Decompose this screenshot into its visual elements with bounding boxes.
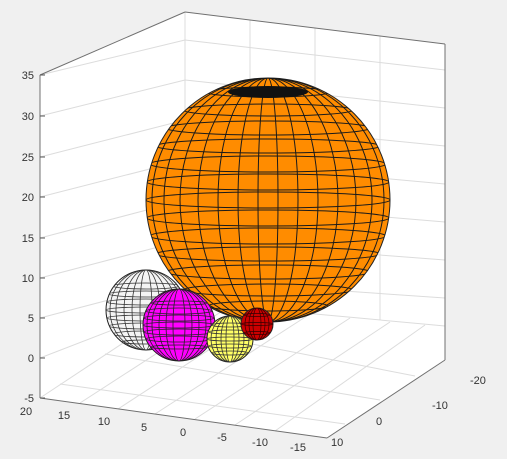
y-tick-label: 10 bbox=[331, 437, 343, 449]
z-tick-label: 5 bbox=[28, 313, 34, 325]
z-tick-label: 35 bbox=[22, 70, 34, 82]
axes-box bbox=[39, 11, 446, 439]
sphere-orange bbox=[145, 77, 391, 323]
z-tick-label: 0 bbox=[28, 353, 34, 365]
y-tick-label: 0 bbox=[376, 416, 382, 428]
x-axis-ticks: 20 15 10 5 0 -5 -10 -15 bbox=[20, 406, 306, 454]
z-tick-label: 30 bbox=[22, 111, 34, 123]
tick-marks bbox=[40, 74, 45, 399]
y-tick-label: -10 bbox=[432, 400, 448, 412]
x-tick-label: 10 bbox=[98, 416, 110, 428]
x-tick-label: -5 bbox=[217, 432, 227, 444]
y-axis-ticks: -20 -10 0 10 bbox=[331, 375, 486, 449]
z-tick-label: 15 bbox=[22, 233, 34, 245]
x-tick-label: 15 bbox=[58, 410, 70, 422]
sphere-red bbox=[240, 307, 274, 341]
x-tick-label: 20 bbox=[20, 406, 32, 418]
x-tick-label: 5 bbox=[141, 422, 147, 434]
z-axis-ticks: 35 30 25 20 15 10 5 0 -5 bbox=[22, 70, 34, 405]
x-tick-label: 0 bbox=[180, 427, 186, 439]
z-tick-label: -5 bbox=[24, 393, 34, 405]
z-tick-label: 10 bbox=[22, 273, 34, 285]
y-tick-label: -20 bbox=[470, 375, 486, 387]
x-tick-label: -10 bbox=[252, 437, 268, 449]
spheres bbox=[105, 77, 391, 363]
sphere-magenta bbox=[142, 288, 216, 362]
z-tick-label: 25 bbox=[22, 152, 34, 164]
z-tick-label: 20 bbox=[22, 192, 34, 204]
x-tick-label: -15 bbox=[290, 442, 306, 454]
